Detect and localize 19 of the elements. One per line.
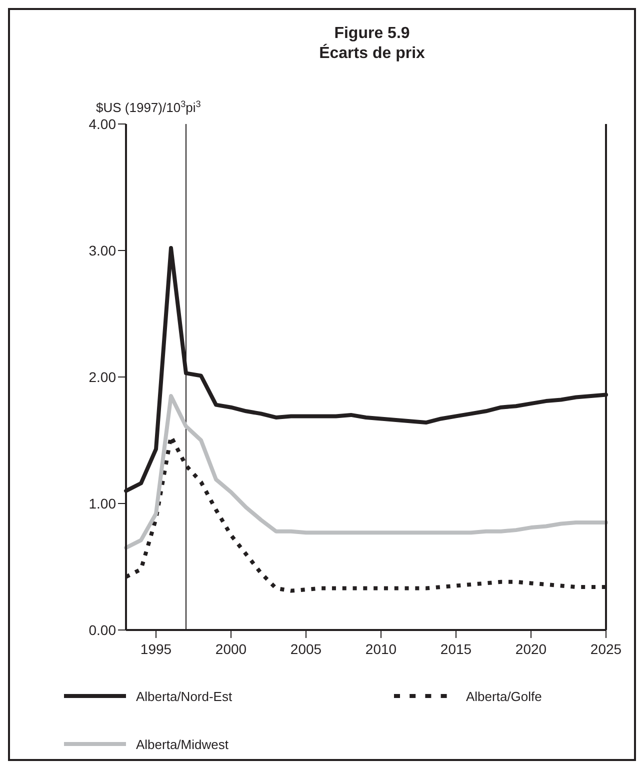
x-tick-label: 2000 [215,641,247,657]
x-tick-label: 2025 [590,641,622,657]
y-tick-label: 0.00 [88,622,116,638]
line-series [124,394,608,550]
y-tick-label: 3.00 [88,242,116,258]
chart-title: Figure 5.9 [334,25,410,42]
x-tick-label: 2020 [515,641,547,657]
legend-label: Alberta/Midwest [136,737,229,752]
x-tick-label: 2005 [290,641,322,657]
y-tick-label: 4.00 [88,116,116,132]
y-tick-label: 1.00 [88,496,116,512]
y-axis-title: $US (1997)/10$^{3}$pi$^{3}$ [96,99,201,115]
x-tick-label: 1995 [140,641,172,657]
x-tick-label: 2015 [440,641,472,657]
x-tick-label: 2010 [365,641,397,657]
legend-label: Alberta/Nord-Est [136,689,232,704]
y-tick-label: 2.00 [88,369,116,385]
legend-label: Alberta/Golfe [466,689,542,704]
chart-subtitle: Écarts de prix [319,43,426,62]
